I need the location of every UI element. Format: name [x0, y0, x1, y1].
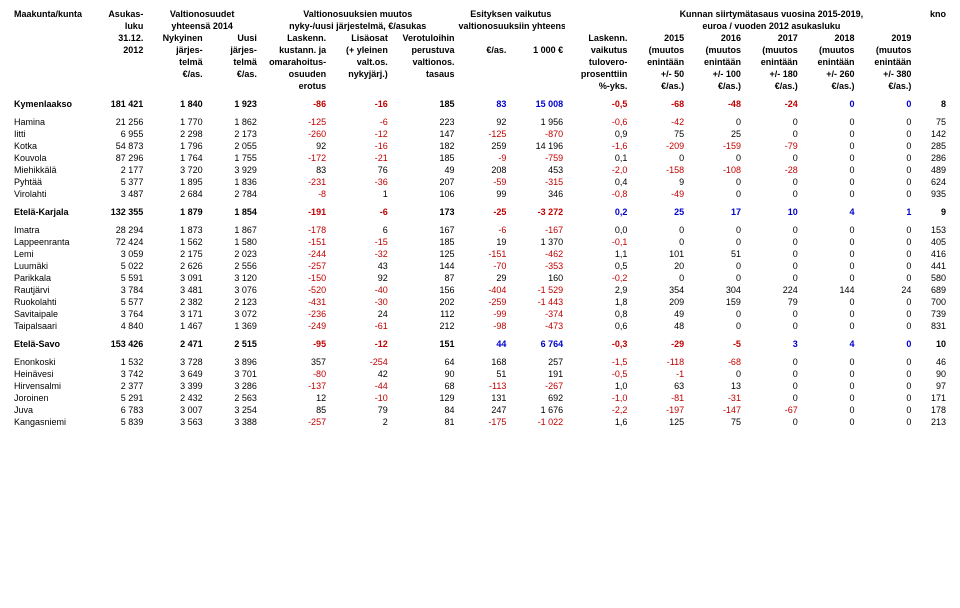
header-row: telmätelmäomarahoitus-valt.os.valtionos.…: [12, 56, 948, 68]
municipality-row: Kouvola87 2961 7641 755-172-21185-9-7590…: [12, 152, 948, 164]
region-row: Etelä-Savo153 4262 4712 515-95-12151446 …: [12, 338, 948, 350]
municipality-row: Savitaipale3 7643 1713 072-23624112-99-3…: [12, 308, 948, 320]
municipality-row: Rautjärvi3 7843 4813 076-520-40156-404-1…: [12, 284, 948, 296]
municipality-row: Luumäki5 0222 6262 556-25743144-70-3530,…: [12, 260, 948, 272]
region-row: Etelä-Karjala132 3551 8791 854-191-6173-…: [12, 206, 948, 218]
municipality-row: Hamina21 2561 7701 862-125-6223921 956-0…: [12, 116, 948, 128]
region-row: Kymenlaakso181 4211 8401 923-86-16185831…: [12, 98, 948, 110]
header-row: erotus%-yks.€/as.)€/as.)€/as.)€/as.)€/as…: [12, 80, 948, 92]
municipality-row: Kangasniemi5 8393 5633 388-257281-175-1 …: [12, 416, 948, 428]
municipality-row: Hirvensalmi2 3773 3993 286-137-4468-113-…: [12, 380, 948, 392]
municipality-row: Imatra28 2941 8731 867-1786167-6-1670,00…: [12, 224, 948, 236]
municipality-row: Lemi3 0592 1752 023-244-32125-151-4621,1…: [12, 248, 948, 260]
municipality-row: Pyhtää5 3771 8951 836-231-36207-59-3150,…: [12, 176, 948, 188]
municipality-row: Enonkoski1 5323 7283 896357-25464168257-…: [12, 356, 948, 368]
municipality-row: Taipalsaari4 8401 4671 369-249-61212-98-…: [12, 320, 948, 332]
municipality-row: Kotka54 8731 7962 05592-1618225914 196-1…: [12, 140, 948, 152]
header-row: 31.12.NykyinenUusiLaskenn.LisäosatVerotu…: [12, 32, 948, 44]
municipality-row: Ruokolahti5 5772 3822 123-431-30202-259-…: [12, 296, 948, 308]
municipality-row: Lappeenranta72 4241 5621 580-151-1518519…: [12, 236, 948, 248]
municipality-row: Iitti6 9552 2982 173-260-12147-125-8700,…: [12, 128, 948, 140]
header-row: Maakunta/kuntaAsukas-ValtionosuudetValti…: [12, 8, 948, 20]
municipality-row: Virolahti3 4872 6842 784-8110699346-0,8-…: [12, 188, 948, 200]
municipality-row: Joroinen5 2912 4322 56312-10129131692-1,…: [12, 392, 948, 404]
header-row: lukuyhteensä 2014nyky-/uusi järjestelmä,…: [12, 20, 948, 32]
header-row: 2012järjes-järjes-kustann. ja(+ yleinenp…: [12, 44, 948, 56]
municipality-row: Heinävesi3 7423 6493 701-80429051191-0,5…: [12, 368, 948, 380]
header-row: €/as.€/as.osuudennykyjärj.)tasausprosent…: [12, 68, 948, 80]
municipality-row: Miehikkälä2 1773 7203 929837649208453-2,…: [12, 164, 948, 176]
data-table: Maakunta/kuntaAsukas-ValtionosuudetValti…: [12, 8, 948, 428]
municipality-row: Juva6 7833 0073 2548579842471 676-2,2-19…: [12, 404, 948, 416]
municipality-row: Parikkala5 5913 0913 120-150928729160-0,…: [12, 272, 948, 284]
